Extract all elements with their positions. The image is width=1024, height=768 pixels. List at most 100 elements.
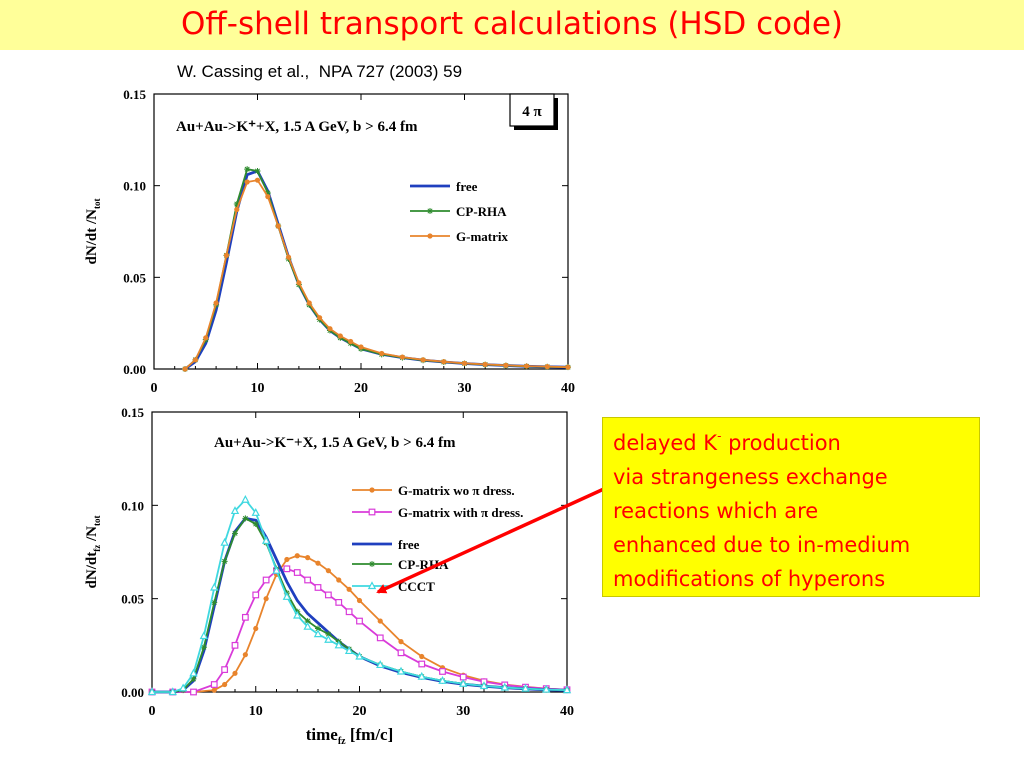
data-point — [232, 530, 238, 537]
top-chart: 0 10 20 30 40 0.00 0.05 0.10 0.15 dN/dt /Ntot Au+A… — [84, 87, 575, 396]
data-point — [261, 536, 271, 544]
data-point — [253, 625, 259, 632]
legend-marker — [369, 487, 375, 493]
data-point — [182, 366, 188, 372]
data-point — [284, 556, 290, 563]
series-line — [152, 498, 568, 693]
data-point — [192, 357, 198, 363]
data-point — [419, 653, 425, 660]
callout-line-2: via strangeness exchange — [613, 465, 888, 489]
legend-marker — [368, 508, 376, 516]
legend-label: free — [398, 537, 420, 552]
legend-marker — [427, 208, 433, 214]
data-point — [241, 494, 250, 503]
series-line — [184, 179, 569, 370]
data-point — [254, 168, 261, 174]
data-point — [221, 666, 229, 673]
data-point — [521, 683, 530, 692]
data-point — [345, 608, 353, 616]
data-point — [377, 618, 383, 624]
data-point — [337, 333, 343, 339]
series-line — [184, 168, 569, 370]
data-point — [324, 591, 332, 599]
series-line — [152, 554, 568, 693]
legend-marker — [369, 561, 375, 567]
legend-label: CP-RHA — [456, 204, 507, 219]
x-tick-label: 30 — [456, 704, 470, 719]
data-point — [221, 558, 228, 565]
data-point — [210, 681, 218, 688]
x-tick-label: 10 — [251, 381, 265, 396]
data-point — [346, 586, 352, 592]
data-point — [272, 565, 281, 574]
data-point — [254, 177, 261, 183]
data-point — [244, 179, 250, 185]
data-point — [264, 190, 271, 196]
citation: W. Cassing et al., NPA 727 (2003) 59 — [177, 62, 463, 81]
data-point — [327, 326, 333, 332]
x-tick-label: 20 — [353, 704, 367, 719]
panel-title: Au+Au->K⁻+X, 1.5 A GeV, b > 6.4 fm — [214, 435, 456, 451]
data-point — [296, 280, 302, 286]
data-point — [325, 631, 332, 638]
data-point — [190, 675, 197, 682]
badge-box — [509, 93, 555, 127]
panel-title: Au+Au->K⁺+X, 1.5 A GeV, b > 6.4 fm — [176, 119, 418, 135]
data-point — [356, 597, 363, 604]
data-point — [324, 634, 333, 643]
callout-arrow — [376, 486, 607, 594]
data-point — [241, 613, 249, 621]
data-point — [313, 629, 323, 638]
data-point — [376, 660, 385, 669]
y-axis-label: dN/dtfz /Ntot — [84, 516, 102, 589]
data-point — [168, 687, 177, 696]
data-point — [294, 553, 300, 559]
data-point — [418, 660, 426, 668]
annotation-callout: delayed K- production via strangeness ex… — [602, 417, 980, 597]
data-point — [355, 651, 364, 660]
data-point — [344, 646, 354, 655]
y-tick-label: 0.05 — [121, 592, 144, 607]
data-point — [203, 335, 209, 341]
x-tick-label: 0 — [149, 704, 156, 719]
data-point — [213, 300, 219, 306]
x-tick-label: 30 — [458, 381, 472, 396]
plot-frame — [151, 411, 568, 693]
legend-label: G-matrix with π dress. — [398, 505, 523, 520]
bottom-chart: 0 10 20 30 40 0.00 0.05 0.10 0.15 dN/dtfz /Ntot ti… — [84, 405, 574, 747]
data-point — [379, 350, 385, 357]
data-point — [190, 688, 197, 696]
data-point — [230, 506, 240, 515]
series-line — [152, 567, 568, 693]
data-point — [315, 560, 321, 566]
callout-line-1: delayed K- production — [613, 429, 841, 455]
data-point — [211, 599, 218, 606]
data-point — [348, 338, 354, 345]
legend-marker — [367, 581, 377, 590]
x-tick-label: 40 — [561, 381, 575, 396]
data-point — [211, 687, 217, 693]
data-point — [293, 569, 301, 576]
data-point — [223, 252, 230, 258]
title-bar: Off-shell transport calculations (HSD co… — [0, 0, 1024, 50]
callout-line-3: reactions which are — [613, 499, 819, 523]
data-point — [263, 596, 269, 602]
y-tick-label: 0.10 — [123, 179, 146, 194]
data-point — [336, 577, 342, 583]
slide-title: Off-shell transport calculations (HSD co… — [181, 6, 843, 42]
data-point — [305, 555, 311, 561]
data-point — [234, 206, 240, 213]
data-point — [479, 681, 489, 690]
data-point — [210, 582, 219, 591]
data-point — [461, 360, 468, 366]
data-point — [438, 676, 447, 684]
data-point — [262, 576, 270, 584]
badge-label: 4 π — [522, 104, 542, 120]
legend-marker — [427, 233, 433, 239]
data-point — [565, 364, 571, 370]
data-point — [275, 223, 281, 229]
data-point — [306, 300, 312, 306]
data-point — [178, 683, 188, 692]
data-point — [544, 364, 550, 370]
y-tick-label: 0.15 — [121, 405, 144, 420]
